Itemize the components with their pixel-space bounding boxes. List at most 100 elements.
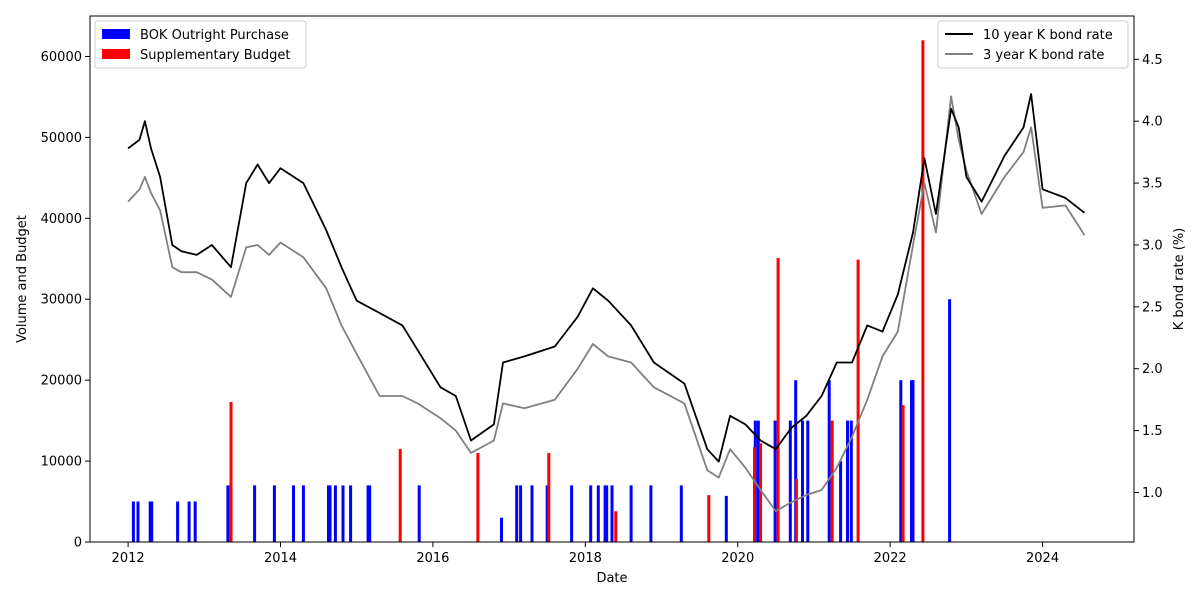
bok-purchase-bar-9	[272, 485, 276, 542]
bok-purchase-bar-37	[773, 420, 777, 542]
bok-purchase-bar-49	[948, 299, 952, 542]
bok-purchase-bar-8	[253, 485, 257, 542]
x-tick-label-2: 2016	[416, 551, 449, 566]
legend-lines-frame	[937, 20, 1129, 69]
legend-swatch-budget	[102, 49, 130, 59]
bok-purchase-bar-41	[806, 420, 810, 542]
rate-3y-line	[127, 95, 1086, 512]
x-axis-label: Date	[596, 571, 627, 586]
legend-label-3y: 3 year K bond rate	[983, 48, 1104, 63]
x-tick-label-3: 2018	[569, 551, 602, 566]
bok-purchase-bar-25	[570, 485, 574, 542]
bok-purchase-bar-7	[226, 485, 230, 542]
supplementary-budget-bar-4	[614, 511, 618, 542]
plot-background	[90, 16, 1134, 542]
legend-label-bok: BOK Outright Purchase	[140, 28, 289, 43]
supplementary-budget-bar-11	[856, 259, 860, 542]
bok-purchase-bar-6	[193, 501, 197, 542]
bok-purchase-bar-26	[589, 485, 593, 542]
bok-purchase-bar-19	[417, 485, 421, 542]
bok-purchase-bar-43	[839, 461, 843, 542]
bok-purchase-bar-40	[801, 420, 804, 542]
y-left-tick-label-3: 30000	[41, 293, 82, 308]
lines-layer	[127, 93, 1086, 512]
bok-purchase-bar-39	[794, 380, 798, 542]
bars-layer	[131, 40, 952, 543]
x-tick-label-0: 2012	[112, 551, 145, 566]
bok-purchase-bar-38	[788, 420, 792, 542]
y-left-tick-label-1: 10000	[41, 455, 82, 470]
legend-bars: BOK Outright Purchase Supplementary Budg…	[94, 20, 307, 69]
bok-purchase-bar-15	[341, 485, 345, 542]
supplementary-budget-bar-3	[547, 453, 551, 542]
supplementary-budget-bar-5	[707, 495, 711, 542]
supplementary-budget-bar-0	[229, 402, 233, 542]
bok-purchase-bar-42	[827, 380, 831, 542]
y-right-tick-label-7: 4.5	[1142, 53, 1163, 68]
y-right-tick-label-5: 3.5	[1142, 177, 1163, 192]
y-left-axis: 0 10000 20000 30000 40000 50000 60000	[41, 50, 90, 551]
bok-purchase-bar-45	[849, 420, 853, 542]
legend-lines: 10 year K bond rate 3 year K bond rate	[937, 20, 1129, 69]
bok-purchase-bar-18	[368, 485, 372, 542]
plot-frame	[89, 15, 1135, 543]
y-right-axis: 1.0 1.5 2.0 2.5 3.0 3.5 4.0 4.5	[1134, 53, 1163, 501]
bok-purchase-bar-33	[679, 485, 683, 542]
y-right-tick-label-2: 2.0	[1142, 362, 1163, 377]
y-left-axis-label: Volume and Budget	[15, 215, 30, 343]
bok-purchase-bar-24	[545, 485, 549, 542]
bok-purchase-bar-13	[328, 485, 332, 542]
bok-purchase-bar-21	[515, 485, 519, 542]
bok-purchase-bar-44	[846, 420, 849, 542]
y-right-tick-label-3: 2.5	[1142, 300, 1163, 315]
bok-purchase-bar-28	[603, 485, 607, 542]
legend-swatch-bok	[102, 29, 130, 39]
bok-purchase-bar-0	[131, 501, 135, 542]
y-right-tick-label-1: 1.5	[1142, 424, 1163, 439]
x-tick-label-5: 2022	[874, 551, 907, 566]
bok-purchase-bar-36	[756, 420, 760, 542]
supplementary-budget-bar-13	[921, 40, 925, 543]
y-left-tick-label-4: 40000	[41, 212, 82, 227]
bok-purchase-bar-22	[519, 485, 523, 542]
supplementary-budget-bar-8	[776, 258, 780, 542]
bok-purchase-bar-16	[349, 485, 353, 542]
bok-purchase-bar-34	[724, 495, 728, 542]
bok-purchase-bar-17	[366, 485, 370, 542]
bok-purchase-bar-27	[596, 485, 600, 542]
rate-10y-line	[127, 93, 1086, 463]
bok-purchase-bar-20	[500, 517, 503, 542]
bok-purchase-bar-5	[187, 501, 191, 542]
supplementary-budget-bar-12	[901, 405, 905, 542]
y-right-tick-label-4: 3.0	[1142, 238, 1163, 253]
bok-purchase-bar-14	[333, 485, 337, 542]
x-axis: 2012 2014 2016 2018 2020 2022 2024	[112, 542, 1059, 566]
legend-bars-frame	[94, 20, 307, 69]
y-right-tick-label-0: 1.0	[1142, 486, 1163, 501]
supplementary-budget-bar-6	[753, 447, 756, 542]
bok-purchase-bar-29	[605, 485, 609, 542]
x-tick-label-1: 2014	[264, 551, 297, 566]
x-tick-label-6: 2024	[1026, 551, 1059, 566]
y-right-axis-label: K bond rate (%)	[1172, 228, 1187, 331]
supplementary-budget-bar-10	[830, 420, 834, 542]
supplementary-budget-bar-1	[398, 448, 402, 542]
bok-purchase-bar-4	[176, 501, 180, 542]
legend-label-10y: 10 year K bond rate	[983, 28, 1113, 43]
bok-purchase-bar-10	[292, 485, 295, 542]
y-left-tick-label-0: 0	[74, 536, 82, 551]
supplementary-budget-bar-9	[794, 478, 798, 542]
bok-purchase-bar-48	[911, 380, 915, 542]
x-tick-label-4: 2020	[721, 551, 754, 566]
supplementary-budget-bar-7	[759, 443, 763, 542]
bok-purchase-bar-31	[629, 485, 633, 542]
bok-purchase-bar-3	[150, 501, 154, 542]
bok-purchase-bar-11	[301, 485, 305, 542]
y-left-tick-label-5: 50000	[41, 131, 82, 146]
bok-purchase-bar-32	[649, 485, 653, 542]
bok-purchase-bar-46	[899, 380, 903, 542]
legend-label-budget: Supplementary Budget	[140, 48, 291, 63]
bok-purchase-bar-1	[136, 501, 140, 542]
bok-purchase-bar-30	[610, 485, 614, 542]
